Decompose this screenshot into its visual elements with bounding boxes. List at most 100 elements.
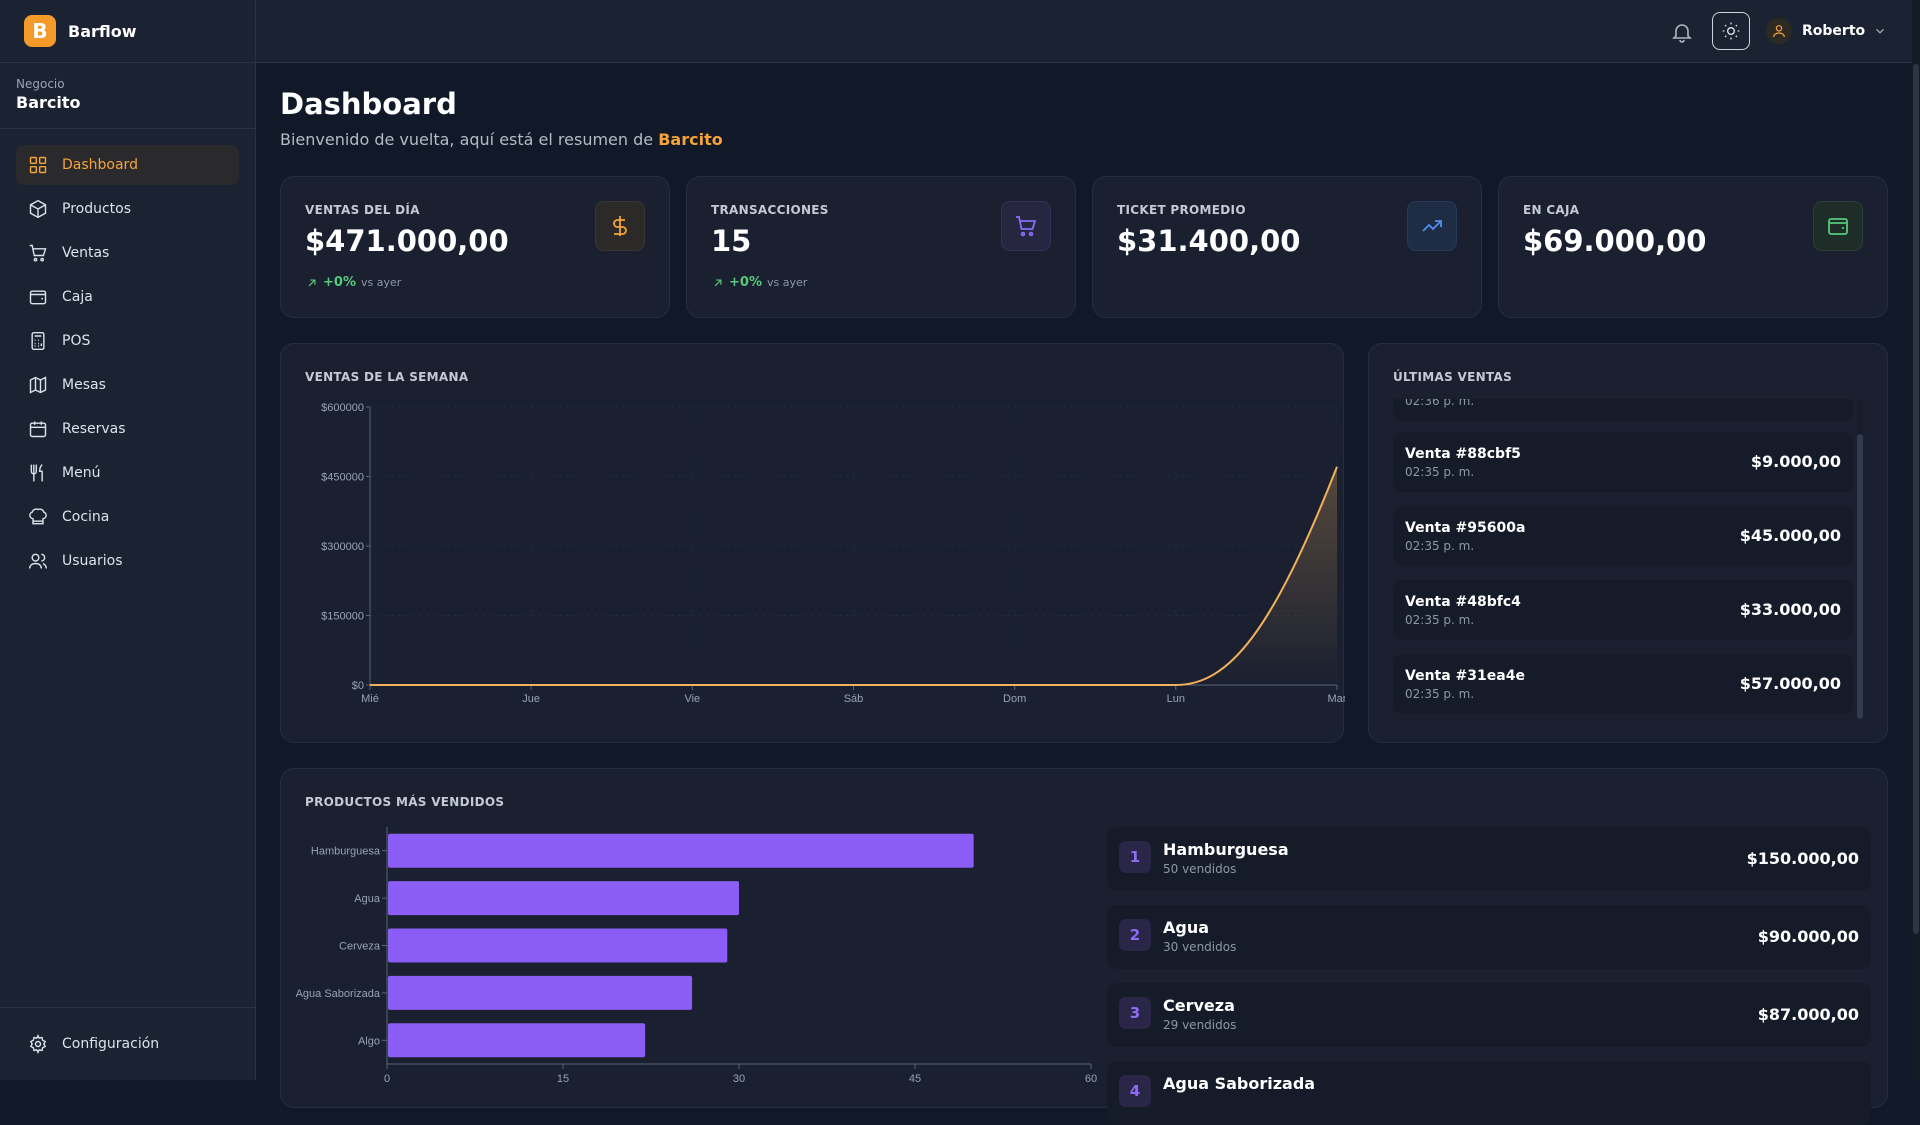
x-tick-label: 15 bbox=[557, 1073, 569, 1085]
sidebar-item-menu[interactable]: Menú bbox=[16, 453, 239, 493]
sidebar-item-pos[interactable]: POS bbox=[16, 321, 239, 361]
stat-value: 15 bbox=[711, 224, 751, 258]
bar bbox=[388, 929, 727, 963]
x-tick-label: Mié bbox=[361, 693, 379, 705]
x-tick-label: 60 bbox=[1085, 1073, 1097, 1085]
x-tick-label: Sáb bbox=[844, 693, 864, 705]
stat-value: $69.000,00 bbox=[1523, 224, 1706, 258]
sidebar-item-usuarios[interactable]: Usuarios bbox=[16, 541, 239, 581]
delta-percent: +0% bbox=[729, 275, 762, 290]
product-row[interactable]: 3 Cerveza 29 vendidos $87.000,00 bbox=[1107, 983, 1871, 1047]
sidebar-item-productos[interactable]: Productos bbox=[16, 189, 239, 229]
product-amount: $150.000,00 bbox=[1747, 849, 1859, 868]
business-name: Barcito bbox=[16, 93, 239, 112]
sidebar-item-configuracion[interactable]: Configuración bbox=[16, 1024, 239, 1064]
scrollbar-thumb[interactable] bbox=[1857, 434, 1863, 719]
product-name: Agua Saborizada bbox=[1163, 1074, 1315, 1093]
x-tick-label: Dom bbox=[1003, 693, 1026, 705]
bar bbox=[388, 834, 974, 868]
recent-sales-list[interactable]: 02:36 p. m. Venta #88cbf5 02:35 p. m. $9… bbox=[1393, 399, 1853, 719]
product-name: Hamburguesa bbox=[1163, 840, 1289, 859]
sidebar-item-reservas[interactable]: Reservas bbox=[16, 409, 239, 449]
avatar bbox=[1766, 18, 1792, 44]
stat-label: VENTAS DEL DÍA bbox=[305, 203, 420, 217]
sale-name: Venta #95600a bbox=[1405, 520, 1525, 536]
sidebar-item-label: POS bbox=[62, 333, 90, 349]
y-tick-label: $450000 bbox=[321, 472, 364, 484]
trending-up-icon bbox=[1420, 214, 1444, 238]
utensils-icon bbox=[28, 463, 48, 483]
page-scrollbar-thumb[interactable] bbox=[1913, 64, 1919, 934]
y-tick-label: $300000 bbox=[321, 541, 364, 553]
sidebar-item-mesas[interactable]: Mesas bbox=[16, 365, 239, 405]
calendar-icon bbox=[28, 419, 48, 439]
sale-time: 02:35 p. m. bbox=[1405, 687, 1474, 701]
list-item[interactable]: Venta #48bfc4 02:35 p. m. $33.000,00 bbox=[1393, 580, 1853, 640]
cart-icon bbox=[28, 243, 48, 263]
product-name: Cerveza bbox=[1163, 996, 1235, 1015]
y-tick-label: $600000 bbox=[321, 402, 364, 414]
x-tick-label: 45 bbox=[909, 1073, 921, 1085]
box-icon bbox=[28, 199, 48, 219]
sale-name: Venta #88cbf5 bbox=[1405, 446, 1521, 462]
product-sold: 30 vendidos bbox=[1163, 940, 1236, 954]
list-item[interactable]: Venta #31ea4e 02:35 p. m. $57.000,00 bbox=[1393, 654, 1853, 714]
main-content: Dashboard Bienvenido de vuelta, aquí est… bbox=[256, 63, 1920, 1080]
calculator-icon bbox=[28, 331, 48, 351]
sidebar-item-cocina[interactable]: Cocina bbox=[16, 497, 239, 537]
sidebar-item-ventas[interactable]: Ventas bbox=[16, 233, 239, 273]
sale-name: Venta #31ea4e bbox=[1405, 668, 1525, 684]
sale-amount: $9.000,00 bbox=[1751, 452, 1841, 471]
arrow-up-right-icon bbox=[305, 276, 319, 290]
x-tick-label: 30 bbox=[733, 1073, 745, 1085]
sidebar-item-caja[interactable]: Caja bbox=[16, 277, 239, 317]
y-tick-label: Algo bbox=[358, 1035, 380, 1047]
sidebar-item-label: Reservas bbox=[62, 421, 126, 437]
sidebar-item-dashboard[interactable]: Dashboard bbox=[16, 145, 239, 185]
sidebar-item-label: Cocina bbox=[62, 509, 109, 525]
stat-value: $31.400,00 bbox=[1117, 224, 1300, 258]
stat-label: TRANSACCIONES bbox=[711, 203, 829, 217]
stat-label: TICKET PROMEDIO bbox=[1117, 203, 1246, 217]
bar bbox=[388, 1023, 645, 1057]
stat-delta: +0% vs ayer bbox=[711, 275, 807, 290]
sale-time: 02:35 p. m. bbox=[1405, 465, 1474, 479]
theme-toggle-button[interactable] bbox=[1712, 12, 1750, 50]
y-tick-label: Agua bbox=[354, 893, 381, 905]
sidebar-item-label: Mesas bbox=[62, 377, 106, 393]
user-menu[interactable]: Roberto bbox=[1766, 18, 1887, 44]
x-tick-label: Jue bbox=[522, 693, 540, 705]
business-selector[interactable]: Negocio Barcito bbox=[0, 63, 255, 129]
page-title: Dashboard bbox=[280, 87, 457, 121]
stat-icon-box bbox=[1001, 201, 1051, 251]
product-row[interactable]: 4 Agua Saborizada bbox=[1107, 1061, 1871, 1125]
product-name: Agua bbox=[1163, 918, 1209, 937]
sale-amount: $45.000,00 bbox=[1740, 526, 1841, 545]
bar bbox=[388, 976, 692, 1010]
user-icon bbox=[1771, 23, 1787, 39]
stat-label: EN CAJA bbox=[1523, 203, 1579, 217]
y-tick-label: Cerveza bbox=[339, 941, 381, 953]
sidebar-item-label: Ventas bbox=[62, 245, 109, 261]
map-icon bbox=[28, 375, 48, 395]
y-tick-label: Hamburguesa bbox=[311, 846, 381, 858]
brand-name: Barflow bbox=[68, 22, 137, 41]
list-item[interactable]: Venta #88cbf5 02:35 p. m. $9.000,00 bbox=[1393, 432, 1853, 492]
recent-sales-card: ÚLTIMAS VENTAS 02:36 p. m. Venta #88cbf5… bbox=[1368, 343, 1888, 743]
product-row[interactable]: 2 Agua 30 vendidos $90.000,00 bbox=[1107, 905, 1871, 969]
recent-sales-scrollbar[interactable] bbox=[1857, 399, 1863, 719]
stat-value: $471.000,00 bbox=[305, 224, 509, 258]
list-item[interactable]: 02:36 p. m. bbox=[1393, 399, 1853, 421]
stat-card-ventas-dia: VENTAS DEL DÍA $471.000,00 +0% vs ayer bbox=[280, 176, 670, 318]
stat-card-en-caja: EN CAJA $69.000,00 bbox=[1498, 176, 1888, 318]
sidebar-item-label: Menú bbox=[62, 465, 100, 481]
brand[interactable]: B Barflow bbox=[0, 0, 255, 63]
product-sold: 50 vendidos bbox=[1163, 862, 1236, 876]
list-item[interactable]: Venta #95600a 02:35 p. m. $45.000,00 bbox=[1393, 506, 1853, 566]
bell-icon[interactable] bbox=[1670, 20, 1694, 44]
sun-icon bbox=[1721, 21, 1741, 41]
stat-card-transacciones: TRANSACCIONES 15 +0% vs ayer bbox=[686, 176, 1076, 318]
product-row[interactable]: 1 Hamburguesa 50 vendidos $150.000,00 bbox=[1107, 827, 1871, 891]
